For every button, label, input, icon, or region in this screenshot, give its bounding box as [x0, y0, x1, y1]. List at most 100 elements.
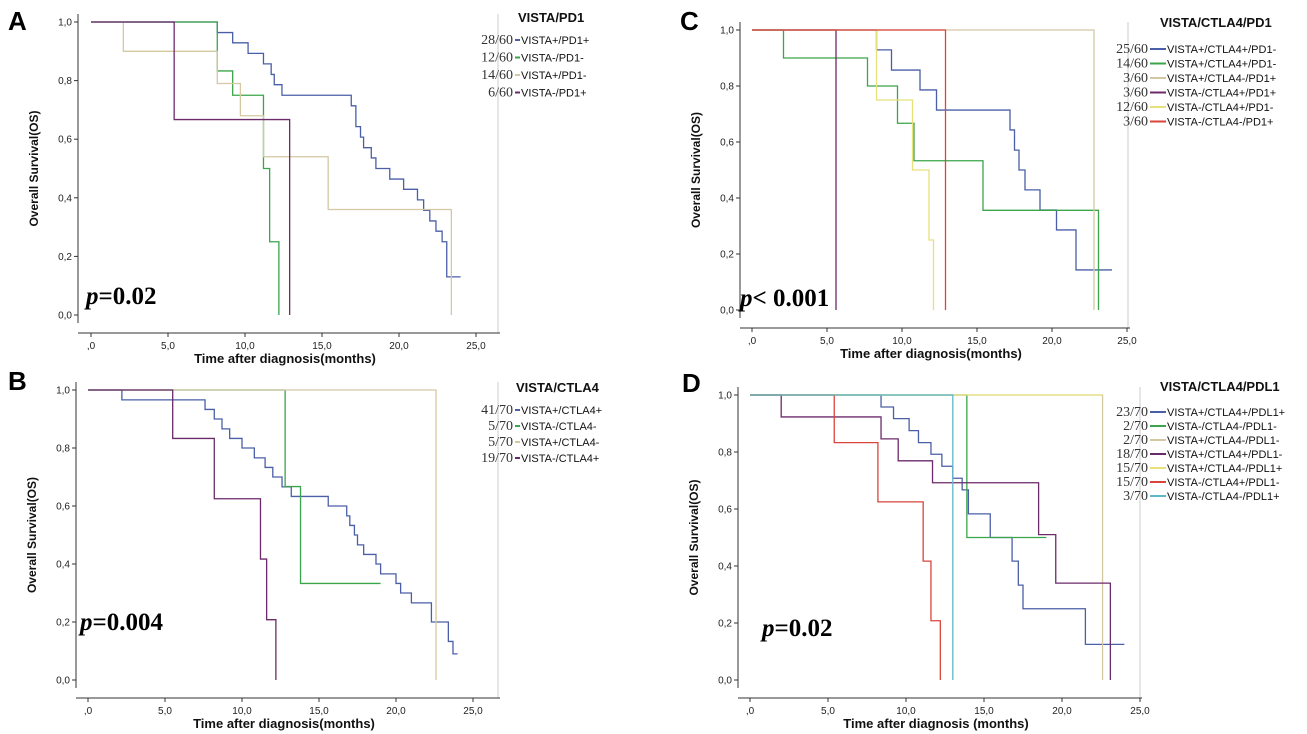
x-tick-label: 20,0 — [389, 341, 409, 352]
y-tick-label: 0,0 — [58, 311, 72, 322]
km-curve-3 — [91, 21, 453, 315]
km-curve-1 — [750, 394, 1125, 646]
km-curve-7 — [750, 394, 954, 680]
x-tick-label: 5,0 — [161, 341, 175, 352]
p-symbol: p — [78, 609, 93, 636]
x-tick-label: 25,0 — [1130, 706, 1150, 717]
p-value-number: < 0.001 — [753, 285, 830, 312]
legend-label: VISTA+/CTLA4-/PD1+ — [1167, 73, 1276, 85]
x-axis-label: Time after diagnosis(months) — [194, 351, 376, 366]
x-tick-label: 25,0 — [1117, 336, 1137, 347]
p-value-number: =0.02 — [99, 283, 157, 310]
km-curve-1 — [91, 21, 461, 278]
legend-count: 3/60 — [1123, 71, 1148, 86]
p-symbol: p — [84, 283, 99, 310]
x-tick-label: ,0 — [84, 706, 93, 717]
y-tick-label: 0,2 — [718, 619, 732, 630]
legend-label: VISTA-/CTLA4+ — [521, 453, 599, 465]
legend-label: VISTA-/CTLA4-/PDL1- — [1167, 421, 1277, 433]
km-curve-4 — [750, 394, 1112, 680]
legend-label: VISTA+/CTLA4+/PDL1+ — [1167, 407, 1285, 419]
legend-label: VISTA-/CTLA4-/PDL1+ — [1167, 491, 1280, 503]
legend-count: 12/60 — [481, 51, 513, 66]
km-curve-4 — [88, 389, 277, 680]
chart-panel-c: C 0,0 0,2 0,4 0,6 0,8 1,0 ,0 5,0 10,0 15,0 20,0 25,0… — [680, 6, 1277, 361]
legend-count: 18/70 — [1116, 447, 1148, 462]
legend-count: 25/60 — [1116, 42, 1148, 57]
legend-label: VISTA+/PD1+ — [521, 35, 589, 47]
legend-count: 3/60 — [1123, 115, 1148, 130]
km-curve-1 — [752, 29, 1112, 271]
legend-count: 12/60 — [1116, 100, 1148, 115]
legend-label: VISTA-/CTLA4+/PDL1- — [1167, 477, 1280, 489]
chart-panel-b: B 0,0 0,2 0,4 0,6 0,8 1,0 ,0 5,0 10,0 15,0 20,0 25,0… — [8, 366, 602, 731]
y-tick-label: 0,8 — [720, 82, 734, 93]
p-value: p=0.02 — [760, 615, 833, 642]
x-axis-label: Time after diagnosis(months) — [840, 346, 1022, 361]
panel-letter: B — [8, 366, 27, 396]
km-curve-2 — [752, 29, 1100, 310]
y-tick-label: 0,2 — [56, 618, 70, 629]
x-tick-label: 20,0 — [1042, 336, 1062, 347]
y-tick-label: 0,4 — [720, 194, 734, 205]
x-tick-label: ,0 — [748, 336, 757, 347]
legend-label: VISTA-/PD1- — [521, 53, 584, 65]
x-tick-label: 5,0 — [821, 706, 835, 717]
y-axis-label: Overall Survival(OS) — [689, 112, 703, 228]
legend-title: VISTA/PD1 — [518, 10, 584, 25]
legend-count: 19/70 — [481, 451, 513, 466]
p-symbol: p — [738, 285, 753, 312]
x-tick-label: 10,0 — [235, 341, 255, 352]
x-tick-label: 25,0 — [463, 706, 483, 717]
y-tick-label: 0,6 — [58, 135, 72, 146]
y-tick-label: 0,4 — [56, 560, 70, 571]
legend-label: VISTA+/CTLA4+/PD1- — [1167, 59, 1277, 71]
legend-count: 2/70 — [1123, 433, 1148, 448]
legend-label: VISTA+/CTLA4+ — [521, 405, 602, 417]
p-symbol: p — [760, 615, 775, 642]
y-tick-label: 1,0 — [58, 18, 72, 29]
y-tick-label: 0,0 — [720, 306, 734, 317]
y-tick-label: 0,0 — [718, 676, 732, 687]
y-axis-label: Overall Survival(OS) — [687, 479, 701, 595]
legend-count: 14/60 — [1116, 57, 1148, 72]
legend-count: 28/60 — [481, 33, 513, 48]
y-tick-label: 0,4 — [58, 193, 72, 204]
y-tick-label: 0,2 — [58, 252, 72, 263]
panel-letter: A — [8, 6, 27, 36]
y-tick-label: 0,8 — [718, 448, 732, 459]
x-tick-label: 10,0 — [232, 706, 252, 717]
legend-title: VISTA/CTLA4/PD1 — [1160, 15, 1272, 30]
p-value: p< 0.001 — [738, 285, 829, 312]
x-tick-label: 25,0 — [466, 341, 486, 352]
legend-label: VISTA+/CTLA4+/PD1- — [1167, 44, 1277, 56]
km-curve-3 — [88, 389, 437, 680]
legend-label: VISTA-/CTLA4+/PD1- — [1167, 102, 1274, 114]
km-curve-6 — [750, 394, 941, 680]
y-tick-label: 0,2 — [720, 250, 734, 261]
x-tick-label: 10,0 — [892, 336, 912, 347]
x-tick-label: 15,0 — [974, 706, 994, 717]
p-value-number: =0.02 — [775, 615, 833, 642]
x-tick-label: ,0 — [87, 341, 96, 352]
legend-title: VISTA/CTLA4/PDL1 — [1160, 379, 1280, 394]
legend-label: VISTA+/CTLA4-/PDL1+ — [1167, 463, 1282, 475]
legend-count: 3/60 — [1123, 86, 1148, 101]
legend-count: 5/70 — [488, 435, 513, 450]
x-tick-label: 15,0 — [967, 336, 987, 347]
legend-label: VISTA-/PD1+ — [521, 88, 587, 100]
y-tick-label: 1,0 — [56, 386, 70, 397]
km-curve-1 — [88, 389, 458, 655]
x-tick-label: 15,0 — [309, 706, 329, 717]
km-curve-6 — [752, 29, 947, 310]
legend-title: VISTA/CTLA4 — [516, 380, 600, 395]
legend-label: VISTA+/CTLA4+/PDL1- — [1167, 449, 1283, 461]
km-curve-2 — [91, 21, 280, 315]
x-tick-label: 20,0 — [386, 706, 406, 717]
chart-panel-d: D 0,0 0,2 0,4 0,6 0,8 1,0 ,0 5,0 10,0 15,0 20,0 25,0… — [682, 368, 1285, 731]
legend-count: 2/70 — [1123, 419, 1148, 434]
y-tick-label: 0,8 — [56, 444, 70, 455]
y-tick-label: 0,6 — [56, 502, 70, 513]
legend-label: VISTA+/CTLA4-/PDL1- — [1167, 435, 1280, 447]
km-curve-2 — [88, 389, 381, 585]
